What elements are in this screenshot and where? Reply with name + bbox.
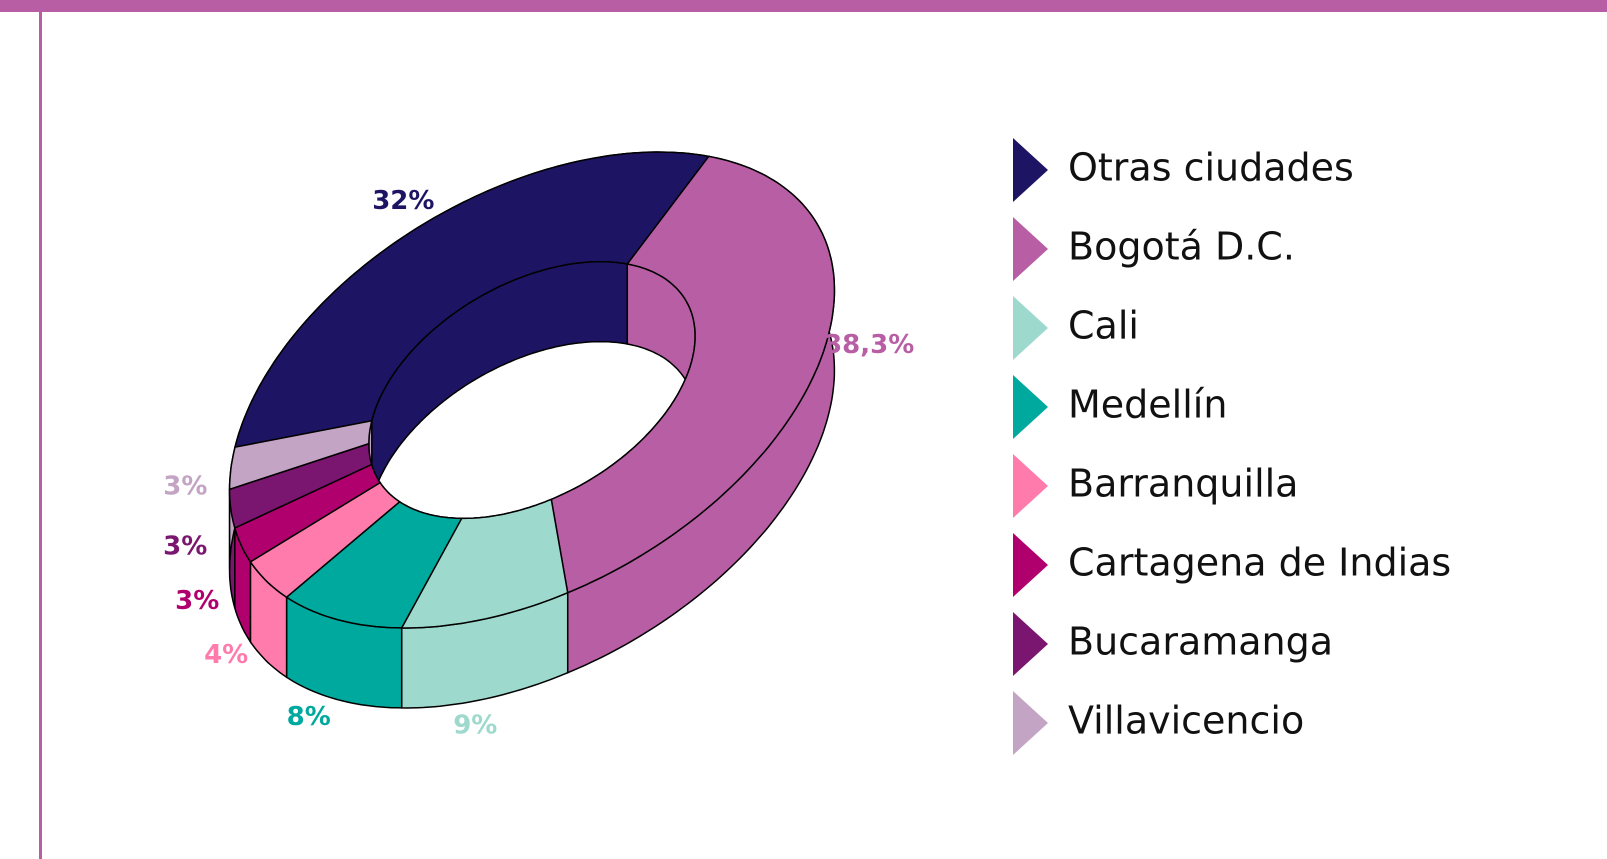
left-border (39, 0, 42, 859)
legend-marker (1013, 454, 1048, 518)
legend-label: Cartagena de Indias (1068, 541, 1451, 585)
legend-marker (1013, 533, 1048, 597)
legend-label: Otras ciudades (1068, 146, 1354, 190)
top-bar (0, 0, 1607, 12)
data-label: 3% (175, 586, 219, 616)
legend-label: Bucaramanga (1068, 620, 1333, 664)
legend-label: Bogotá D.C. (1068, 225, 1295, 269)
slices (228, 151, 836, 629)
legend-marker (1013, 375, 1048, 439)
data-label: 3% (163, 532, 207, 562)
legend-marker (1013, 217, 1048, 281)
legend-label: Cali (1068, 304, 1139, 348)
data-label: 4% (204, 640, 248, 670)
data-label: 3% (163, 472, 207, 502)
slice (228, 419, 373, 491)
legend-marker (1013, 612, 1048, 676)
legend-label: Barranquilla (1068, 462, 1298, 506)
legend-marker (1013, 691, 1048, 755)
legend-label: Medellín (1068, 383, 1227, 427)
data-label: 38,3% (824, 330, 914, 360)
legend-marker (1013, 296, 1048, 360)
legend-label: Villavicencio (1068, 699, 1304, 743)
data-label: 9% (453, 711, 497, 741)
data-label: 8% (287, 702, 331, 732)
data-label: 32% (372, 186, 434, 216)
legend-marker (1013, 138, 1048, 202)
